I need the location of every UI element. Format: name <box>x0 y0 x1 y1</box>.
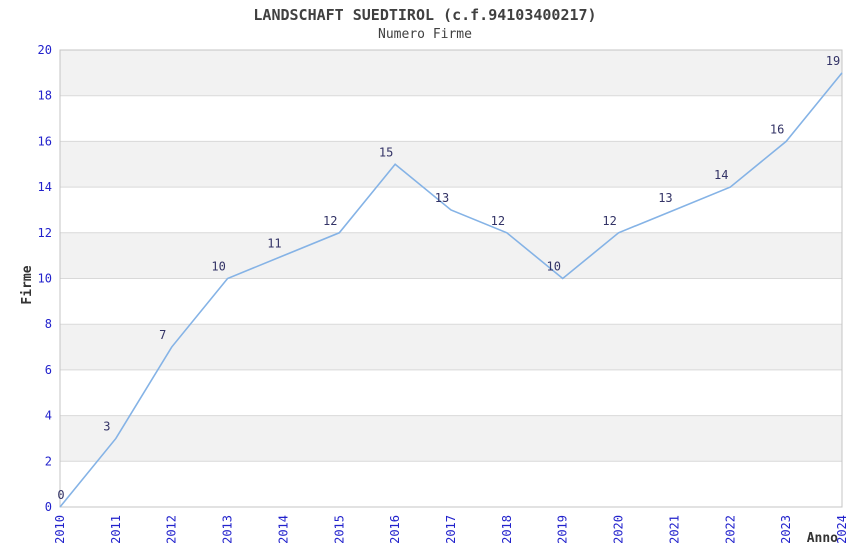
y-tick-label: 4 <box>45 409 52 423</box>
x-tick-label: 2010 <box>53 515 67 544</box>
x-tick-label: 2015 <box>332 515 346 544</box>
x-tick-label: 2011 <box>109 515 123 544</box>
y-tick-label: 18 <box>38 89 52 103</box>
x-tick-label: 2018 <box>500 515 514 544</box>
x-tick-label: 2020 <box>612 515 626 544</box>
y-tick-label: 0 <box>45 500 52 514</box>
data-label: 10 <box>546 260 560 274</box>
y-tick-label: 14 <box>38 180 52 194</box>
y-tick-label: 20 <box>38 43 52 57</box>
y-axis-title: Firme <box>20 265 35 304</box>
x-axis-title: Anno <box>807 531 838 546</box>
data-label: 3 <box>103 419 110 433</box>
data-label: 19 <box>826 54 840 68</box>
data-label: 7 <box>159 328 166 342</box>
background-band <box>60 141 842 188</box>
x-tick-label: 2024 <box>835 515 849 544</box>
background-band <box>60 415 842 462</box>
data-label: 12 <box>491 214 505 228</box>
x-tick-label: 2021 <box>667 515 681 544</box>
background-band <box>60 324 842 370</box>
data-label: 14 <box>714 168 728 182</box>
data-label: 0 <box>57 488 64 502</box>
x-tick-label: 2019 <box>556 515 570 544</box>
background-band <box>60 50 842 96</box>
data-label: 11 <box>267 237 281 251</box>
plot-border <box>59 49 843 508</box>
data-label: 12 <box>323 214 337 228</box>
background-band <box>60 232 842 279</box>
x-tick-label: 2022 <box>723 515 737 544</box>
series-line <box>59 72 843 508</box>
data-label: 15 <box>379 145 393 159</box>
y-tick-label: 16 <box>38 134 52 148</box>
data-label: 12 <box>602 214 616 228</box>
data-label: 10 <box>211 260 225 274</box>
y-tick-label: 12 <box>38 226 52 240</box>
x-tick-label: 2023 <box>779 515 793 544</box>
data-label: 13 <box>658 191 672 205</box>
background-band <box>60 461 842 507</box>
y-tick-label: 10 <box>38 272 52 286</box>
background-band <box>60 278 842 325</box>
background-band <box>60 369 842 416</box>
y-tick-label: 8 <box>45 317 52 331</box>
data-label: 13 <box>435 191 449 205</box>
x-tick-label: 2016 <box>388 515 402 544</box>
y-tick-label: 6 <box>45 363 52 377</box>
chart-subtitle: Numero Firme <box>378 27 472 42</box>
chart-title: LANDSCHAFT SUEDTIROL (c.f.94103400217) <box>253 6 597 24</box>
x-tick-label: 2014 <box>276 515 290 544</box>
x-tick-label: 2012 <box>165 515 179 544</box>
data-label: 16 <box>770 122 784 136</box>
x-tick-label: 2017 <box>444 515 458 544</box>
y-tick-label: 2 <box>45 454 52 468</box>
background-band <box>60 95 842 142</box>
x-tick-label: 2013 <box>221 515 235 544</box>
